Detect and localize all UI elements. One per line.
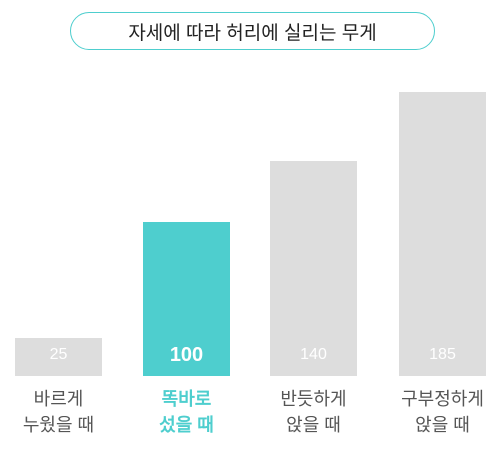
- category-label: 구부정하게 앉을 때: [401, 389, 484, 435]
- bar: [399, 92, 486, 376]
- value-label: 100: [169, 344, 204, 366]
- bar: [270, 161, 357, 376]
- category-label: 똑바로 섰을 때: [159, 389, 214, 435]
- value-label: 140: [300, 346, 327, 363]
- category-label: 반듯하게 앉을 때: [280, 389, 347, 435]
- bar: [143, 222, 230, 376]
- chart-title: 자세에 따라 허리에 실리는 무게: [70, 12, 435, 50]
- bar: [15, 337, 102, 376]
- value-label: 185: [429, 346, 456, 363]
- category-label: 바르게 누웠을 때: [22, 389, 95, 435]
- value-label: 25: [49, 346, 68, 363]
